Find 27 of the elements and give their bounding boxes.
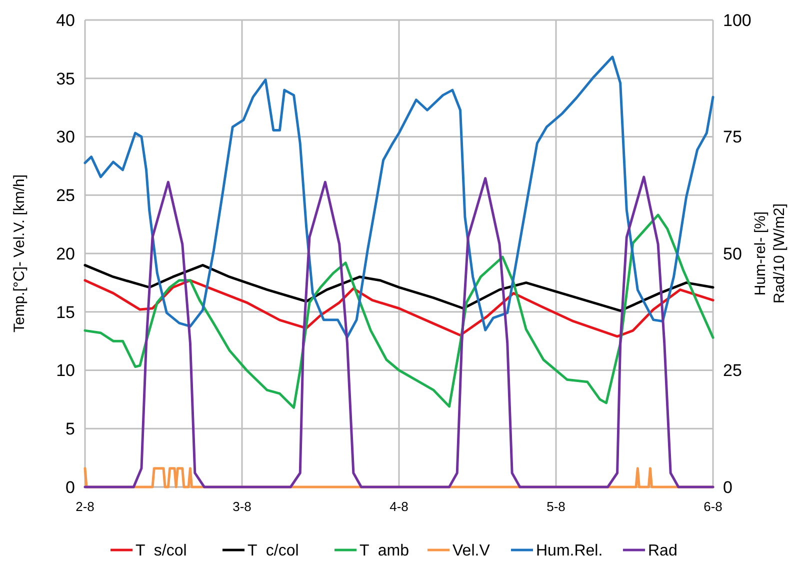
- legend-label: Hum.Rel.: [536, 542, 603, 560]
- y-tick-label: 25: [56, 186, 75, 206]
- x-tick-label: 5-8: [546, 499, 566, 514]
- y-tick-label: 40: [56, 10, 75, 30]
- y2-tick-label: 50: [723, 244, 742, 264]
- y2-tick-label: 25: [723, 361, 742, 380]
- legend-label: T c/col: [248, 542, 299, 560]
- y-tick-label: 15: [56, 302, 75, 322]
- y2-axis-title: Hum-rel- [%] Rad/10 [W/m2]: [752, 203, 788, 304]
- legend-label: Rad: [648, 542, 678, 560]
- x-tick-label: 2-8: [76, 499, 94, 514]
- y-tick-label: 5: [66, 420, 75, 439]
- x-tick-label: 3-8: [232, 499, 252, 514]
- y-tick-label: 30: [56, 128, 75, 147]
- y2-tick-label: 100: [723, 10, 752, 30]
- legend-label: T s/col: [136, 542, 187, 560]
- x-tick-label: 4-8: [390, 499, 408, 514]
- y2-tick-label: 75: [723, 128, 742, 147]
- y-tick-label: 0: [66, 478, 75, 497]
- legend-label: T amb: [360, 542, 410, 560]
- legend-label: Vel.V: [452, 542, 490, 560]
- y-tick-label: 10: [56, 361, 75, 380]
- y2-tick-label: 0: [723, 478, 732, 497]
- x-tick-label: 6-8: [704, 499, 722, 514]
- y-axis-title: Temp.[°C]- Vel.V. [km/h]: [11, 174, 28, 332]
- y-tick-label: 35: [56, 69, 75, 88]
- y-tick-label: 20: [56, 244, 75, 264]
